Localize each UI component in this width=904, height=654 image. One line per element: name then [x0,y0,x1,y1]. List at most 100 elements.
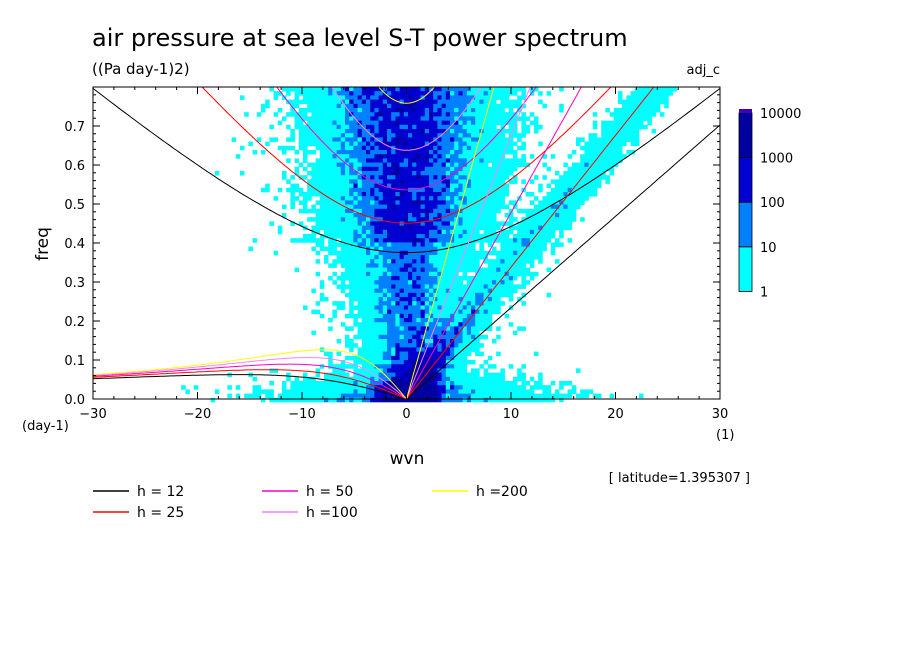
spectrum-cell [353,91,358,96]
spectrum-cell [382,238,388,243]
spectrum-cell [555,217,560,222]
spectrum-cell [382,318,388,323]
spectrum-cell [563,204,568,210]
spectrum-cell [475,276,480,281]
spectrum-cell [496,238,501,243]
spectrum-cell [534,124,539,130]
spectrum-cell [370,297,375,302]
spectrum-cell [399,196,405,201]
spectrum-cell [500,255,505,260]
spectrum-cell [412,309,417,315]
spectrum-cell [408,87,413,92]
spectrum-cell [521,225,526,231]
colorbar-swatch [738,157,753,203]
spectrum-cell [340,208,346,214]
spectrum-cell [416,372,421,378]
spectrum-cell [454,103,459,109]
spectrum-cell [332,120,337,126]
spectrum-cell [471,192,476,197]
spectrum-cell [357,166,363,172]
spectrum-cell [479,217,484,222]
spectrum-cell [408,305,413,310]
spectrum-cell [504,259,510,264]
spectrum-cell [340,360,346,365]
spectrum-cell [647,108,652,113]
spectrum-cell [416,116,421,121]
spectrum-cell [298,108,304,113]
spectrum-cell [387,242,392,247]
spectrum-cell [349,355,354,361]
spectrum-cell [508,397,514,403]
spectrum-cell [433,385,438,390]
spectrum-cell [391,246,396,252]
spectrum-cell [361,137,367,142]
spectrum-cell [387,355,392,361]
spectrum-cell [584,145,589,151]
colorbar-level-label: 10000 [760,107,801,122]
spectrum-cell [370,91,375,96]
spectrum-cell [319,389,325,394]
spectrum-cell [441,372,447,378]
spectrum-cell [437,292,442,298]
spectrum-cell [492,372,497,378]
spectrum-cell [319,221,325,226]
spectrum-cell [559,229,564,235]
spectrum-cell [353,217,358,222]
spectrum-cell [370,301,375,306]
spectrum-cell [441,204,447,210]
spectrum-cell [445,141,451,147]
spectrum-cell [387,292,392,298]
spectrum-cell [517,385,522,390]
spectrum-cell [328,192,333,197]
spectrum-cell [429,381,434,386]
spectrum-cell [399,351,405,357]
spectrum-cell [336,204,342,210]
spectrum-cell [424,343,430,348]
spectrum-cell [412,95,417,100]
spectrum-cell [315,129,321,134]
spectrum-cell [458,154,463,159]
spectrum-cell [651,99,657,105]
spectrum-cell [340,204,346,210]
spectrum-cell [500,171,505,176]
spectrum-cell [454,166,459,172]
spectrum-cell [605,145,610,151]
spectrum-cell [416,305,421,310]
spectrum-cell [529,271,535,277]
spectrum-cell [441,133,447,138]
spectrum-cell [441,360,447,365]
spectrum-cell [592,137,598,142]
spectrum-cell [639,103,644,109]
spectrum-cell [273,112,279,117]
spectrum-cell [395,192,400,197]
spectrum-cell [412,305,417,310]
spectrum-cell [324,179,329,184]
spectrum-cell [588,175,594,180]
spectrum-cell [479,297,484,302]
spectrum-cell [395,301,400,306]
spectrum-cell [466,208,472,214]
spectrum-cell [378,271,384,277]
spectrum-cell [483,381,489,386]
spectrum-cell [471,129,476,134]
spectrum-cell [420,133,426,138]
spectrum-cell [634,103,640,109]
spectrum-cell [450,171,455,176]
spectrum-cell [319,87,325,92]
spectrum-cell [487,108,493,113]
spectrum-cell [391,267,396,273]
spectrum-cell [588,183,594,189]
spectrum-cell [315,145,321,151]
spectrum-cell [416,246,421,252]
spectrum-cell [508,250,514,256]
spectrum-cell [626,108,631,113]
spectrum-cell [403,103,409,109]
spectrum-cell [311,99,316,105]
spectrum-cell [349,141,354,147]
spectrum-cell [643,116,648,121]
spectrum-cell [441,343,447,348]
spectrum-cell [546,183,552,189]
spectrum-cell [492,137,497,142]
spectrum-cell [378,183,384,189]
spectrum-cell [387,271,392,277]
